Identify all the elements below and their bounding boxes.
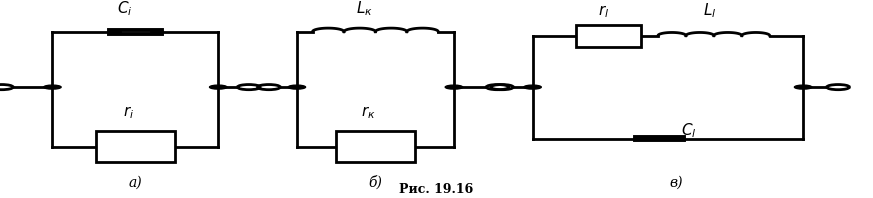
Circle shape (445, 85, 463, 89)
Bar (96, 131, 175, 162)
Circle shape (44, 85, 61, 89)
Text: в): в) (670, 176, 684, 190)
Circle shape (524, 85, 541, 89)
Text: $C_l$: $C_l$ (681, 121, 697, 140)
Text: $r_к$: $r_к$ (361, 105, 375, 121)
Circle shape (486, 85, 509, 90)
Circle shape (288, 85, 306, 89)
Text: Рис. 19.16: Рис. 19.16 (399, 183, 474, 196)
Text: $r_l$: $r_l$ (598, 3, 609, 20)
Circle shape (0, 85, 13, 90)
Text: $L_l$: $L_l$ (703, 1, 716, 20)
Text: б): б) (368, 176, 382, 190)
Circle shape (237, 85, 260, 90)
Text: $L_к$: $L_к$ (356, 0, 374, 18)
Bar (336, 131, 415, 162)
Bar (575, 25, 641, 47)
Text: $r_i$: $r_i$ (123, 105, 134, 121)
Text: а): а) (128, 176, 142, 190)
Text: $C_i$: $C_i$ (117, 0, 133, 18)
Circle shape (258, 85, 280, 90)
Circle shape (827, 85, 849, 90)
Circle shape (794, 85, 812, 89)
Circle shape (491, 85, 513, 90)
Circle shape (210, 85, 227, 89)
